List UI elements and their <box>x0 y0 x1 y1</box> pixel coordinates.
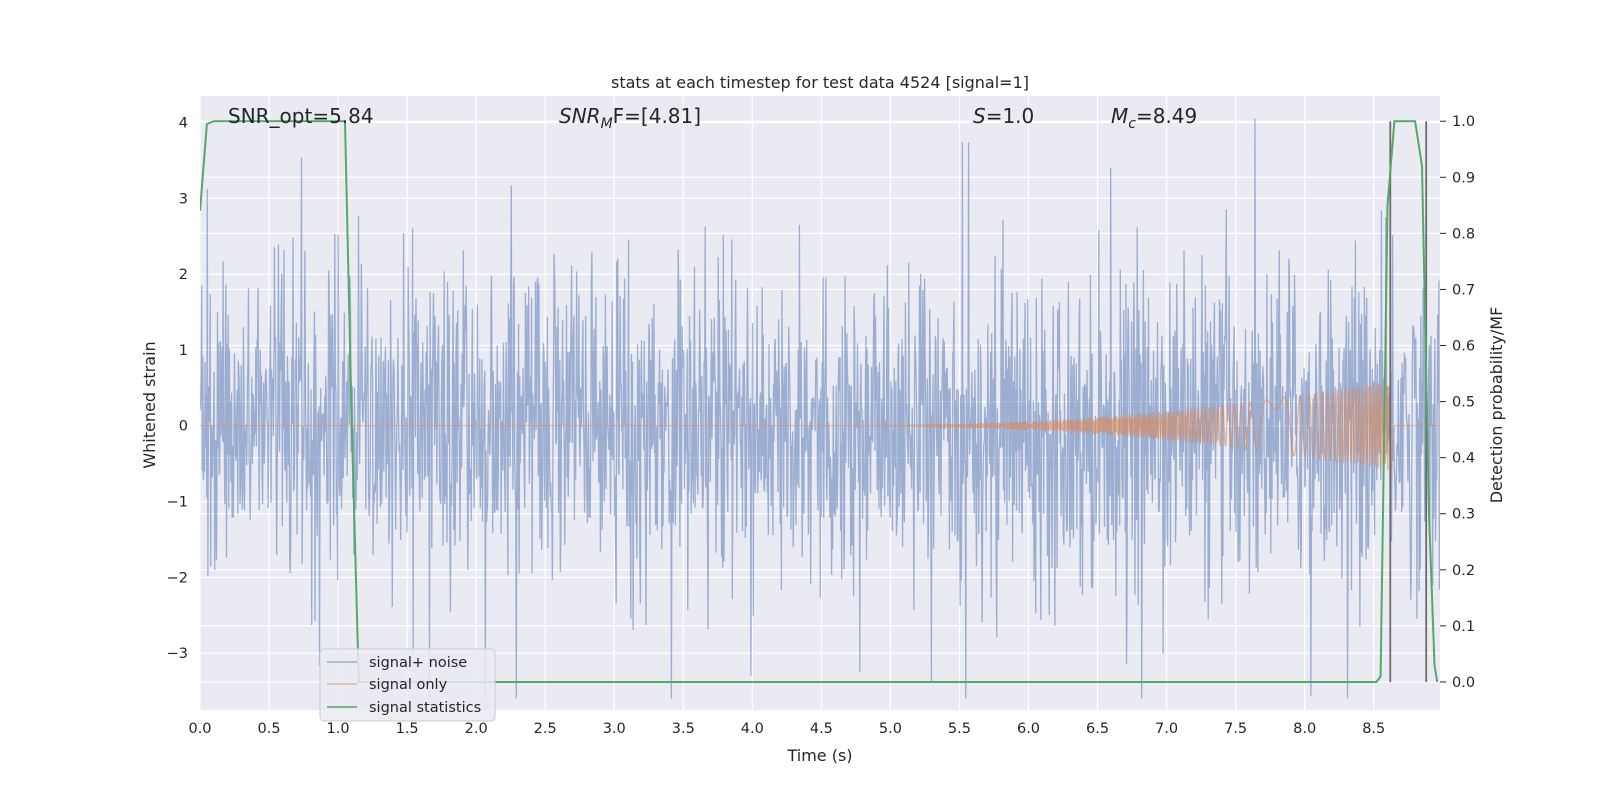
legend-box <box>319 648 496 722</box>
x-tick-label: 8.0 <box>1293 721 1316 737</box>
x-tick-label: 7.5 <box>1224 721 1247 737</box>
annotation-mc-var: M <box>1111 104 1128 128</box>
legend: signal+ noise signal only signal statist… <box>319 648 496 722</box>
x-axis-title: Time (s) <box>786 746 852 765</box>
y2-tick-label: 0.9 <box>1452 170 1475 186</box>
y-tick-label: 0 <box>179 419 188 435</box>
y2-tick-label: 0.0 <box>1452 675 1475 691</box>
annotation-snr-mf-main: SNR <box>559 104 601 128</box>
y2-tick-label: 0.2 <box>1452 563 1475 579</box>
y-tick-label: 3 <box>179 191 188 207</box>
y2-tick-label: 0.1 <box>1452 619 1475 635</box>
x-tick-label: 3.5 <box>672 721 695 737</box>
y2-tick-label: 0.3 <box>1452 507 1475 523</box>
y2-tick-label: 0.7 <box>1452 282 1475 298</box>
x-tick-label: 3.0 <box>603 721 626 737</box>
annotation-mc-rest: =8.49 <box>1136 104 1197 128</box>
y2-tick-label: 0.4 <box>1452 451 1475 467</box>
y2-tick-label: 0.6 <box>1452 339 1475 355</box>
x-tick-label: 5.5 <box>948 721 971 737</box>
annotation-snr-opt: SNR_opt=5.84 <box>228 104 374 128</box>
x-tick-label: 0.5 <box>258 721 281 737</box>
y-axis-title: Whitened strain <box>140 341 159 468</box>
series-signal-noise-line <box>200 118 1440 699</box>
annotation-mc-sub: c <box>1128 116 1136 132</box>
x-axis: 0.0 0.5 1.0 1.5 2.0 2.5 3.0 3.5 4.0 4.5 5.0 5.5 6.0 6… <box>188 721 1385 737</box>
y-tick-label: 1 <box>179 343 188 359</box>
legend-label-signal-statistics: signal statistics <box>369 700 481 716</box>
y2-tick-label: 0.5 <box>1452 395 1475 411</box>
x-tick-label: 6.5 <box>1086 721 1109 737</box>
x-tick-label: 5.0 <box>879 721 902 737</box>
y2-tick-label: 0.8 <box>1452 226 1475 242</box>
y-tick-label: −2 <box>167 570 188 586</box>
chart-title: stats at each timestep for test data 452… <box>611 73 1029 92</box>
y-tick-label: 2 <box>179 267 188 283</box>
y2-tick-label: 1.0 <box>1452 114 1475 130</box>
x-tick-label: 0.0 <box>188 721 211 737</box>
legend-label-signal-only: signal only <box>369 677 448 693</box>
x-tick-label: 4.5 <box>810 721 833 737</box>
y2-axis-title: Detection probability/MF <box>1487 307 1506 504</box>
x-tick-label: 6.0 <box>1017 721 1040 737</box>
y-tick-label: −3 <box>167 646 188 662</box>
x-tick-label: 1.5 <box>396 721 419 737</box>
y-tick-label: −1 <box>167 495 188 511</box>
legend-label-signal-noise: signal+ noise <box>369 655 467 671</box>
x-tick-label: 4.0 <box>741 721 764 737</box>
series-signal-only-line <box>200 381 1440 482</box>
annotation-mc: Mc=8.49 <box>1111 104 1197 132</box>
x-tick-label: 8.5 <box>1362 721 1385 737</box>
x-tick-label: 2.5 <box>534 721 557 737</box>
annotation-snr-mf: SNRMF=[4.81] <box>559 104 701 132</box>
annotation-s: S=1.0 <box>973 104 1034 128</box>
annotation-snr-mf-sub: M <box>601 116 613 132</box>
x-tick-label: 2.0 <box>465 721 488 737</box>
x-tick-label: 7.0 <box>1155 721 1178 737</box>
y-tick-label: 4 <box>179 116 188 132</box>
x-tick-label: 1.0 <box>327 721 350 737</box>
y-axis-left: −3 −2 −1 0 1 2 3 4 <box>167 116 188 663</box>
annotation-snr-mf-rest: F=[4.81] <box>613 104 701 128</box>
annotation-s-rest: =1.0 <box>986 104 1035 128</box>
annotation-s-var: S <box>973 104 986 128</box>
y-axis-right: 0.0 0.1 0.2 0.3 0.4 0.5 0.6 0.7 0.8 0.9 1.0 <box>1440 114 1475 691</box>
